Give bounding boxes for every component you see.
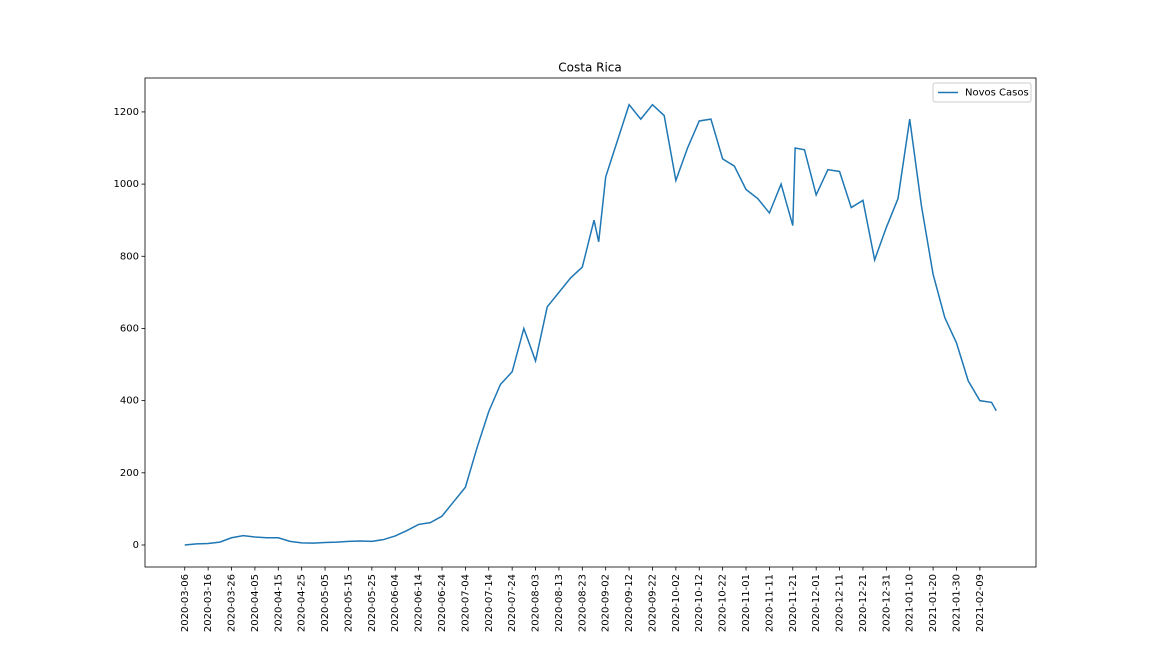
x-tick-label: 2020-05-15 (343, 574, 354, 632)
x-tick-label: 2020-12-21 (858, 574, 869, 632)
y-tick-label: 800 (120, 251, 139, 262)
y-tick-label: 600 (120, 323, 139, 334)
x-tick-label: 2021-01-10 (905, 574, 916, 632)
x-tick-label: 2020-05-05 (320, 574, 331, 632)
x-tick-label: 2020-04-25 (297, 574, 308, 632)
x-tick-label: 2020-08-03 (531, 574, 542, 632)
x-tick-label: 2020-03-26 (227, 574, 238, 632)
y-tick-label: 0 (133, 540, 139, 551)
x-tick-label: 2020-11-11 (764, 574, 775, 632)
y-tick-label: 1200 (114, 107, 139, 118)
x-tick-label: 2020-03-16 (203, 574, 214, 632)
x-tick-label: 2020-05-25 (367, 574, 378, 632)
y-tick-label: 400 (120, 396, 139, 407)
legend-label: Novos Casos (965, 88, 1029, 99)
x-tick-label: 2021-02-09 (975, 574, 986, 632)
x-tick-label: 2020-04-15 (273, 574, 284, 632)
x-tick-label: 2020-06-24 (437, 574, 448, 632)
x-tick-label: 2020-06-14 (414, 574, 425, 632)
x-tick-label: 2020-12-01 (811, 574, 822, 632)
x-tick-label: 2020-11-21 (788, 574, 799, 632)
x-tick-label: 2020-04-05 (250, 574, 261, 632)
x-tick-label: 2020-07-24 (507, 574, 518, 632)
data-line (184, 103, 997, 546)
x-tick-label: 2020-09-02 (601, 574, 612, 632)
chart-title: Costa Rica (558, 61, 621, 75)
x-tick-label: 2021-01-30 (951, 574, 962, 632)
x-tick-label: 2020-09-12 (624, 574, 635, 632)
y-tick-label: 1000 (114, 179, 139, 190)
x-tick-label: 2020-10-22 (718, 574, 729, 632)
x-tick-label: 2020-07-04 (460, 574, 471, 632)
x-tick-label: 2020-12-31 (881, 574, 892, 632)
x-tick-label: 2020-07-14 (484, 574, 495, 632)
legend-box (932, 82, 1032, 103)
x-tick-label: 2020-08-13 (554, 574, 565, 632)
x-tick-label: 2020-03-06 (180, 574, 191, 632)
x-tick-label: 2020-10-12 (694, 574, 705, 632)
plot-area (144, 77, 1037, 568)
y-tick-label: 200 (120, 468, 139, 479)
x-tick-label: 2020-08-23 (577, 574, 588, 632)
x-tick-label: 2021-01-20 (928, 574, 939, 632)
x-tick-label: 2020-06-04 (390, 574, 401, 632)
x-tick-label: 2020-10-02 (671, 574, 682, 632)
x-tick-label: 2020-11-01 (741, 574, 752, 632)
x-tick-label: 2020-09-22 (647, 574, 658, 632)
x-tick-label: 2020-12-11 (835, 574, 846, 632)
